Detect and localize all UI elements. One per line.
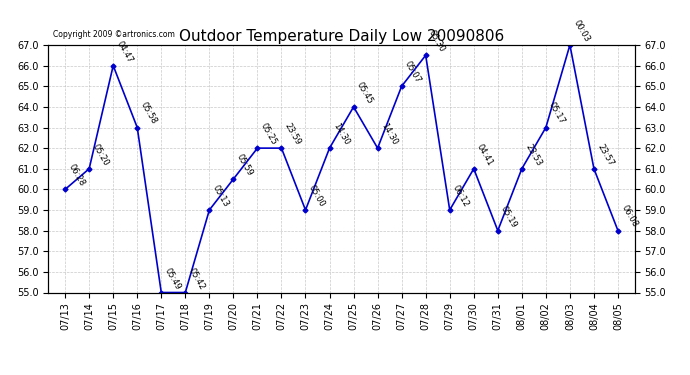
Text: 05:49: 05:49 — [163, 266, 182, 291]
Text: 06:12: 06:12 — [451, 183, 471, 209]
Text: 05:00: 05:00 — [307, 183, 326, 209]
Text: 14:30: 14:30 — [379, 122, 399, 147]
Text: 05:17: 05:17 — [547, 101, 567, 126]
Text: 05:30: 05:30 — [427, 29, 447, 54]
Text: 14:30: 14:30 — [331, 122, 351, 147]
Text: 05:45: 05:45 — [355, 80, 375, 105]
Text: 23:57: 23:57 — [595, 142, 615, 167]
Text: 04:41: 04:41 — [475, 142, 495, 167]
Text: 05:59: 05:59 — [235, 153, 255, 178]
Text: 05:13: 05:13 — [210, 183, 230, 209]
Text: 05:07: 05:07 — [403, 60, 423, 85]
Text: 23:53: 23:53 — [523, 142, 543, 167]
Text: 05:20: 05:20 — [90, 142, 110, 167]
Text: 05:25: 05:25 — [259, 122, 279, 147]
Text: 06:08: 06:08 — [620, 204, 639, 229]
Text: 05:19: 05:19 — [499, 204, 519, 229]
Text: 05:58: 05:58 — [139, 101, 159, 126]
Text: 23:59: 23:59 — [283, 122, 303, 147]
Title: Outdoor Temperature Daily Low 20090806: Outdoor Temperature Daily Low 20090806 — [179, 29, 504, 44]
Text: 05:42: 05:42 — [187, 266, 206, 291]
Text: Copyright 2009 ©artronics.com: Copyright 2009 ©artronics.com — [53, 30, 175, 39]
Text: 00:03: 00:03 — [571, 18, 591, 44]
Text: 04:47: 04:47 — [115, 39, 135, 64]
Text: 06:28: 06:28 — [66, 163, 86, 188]
